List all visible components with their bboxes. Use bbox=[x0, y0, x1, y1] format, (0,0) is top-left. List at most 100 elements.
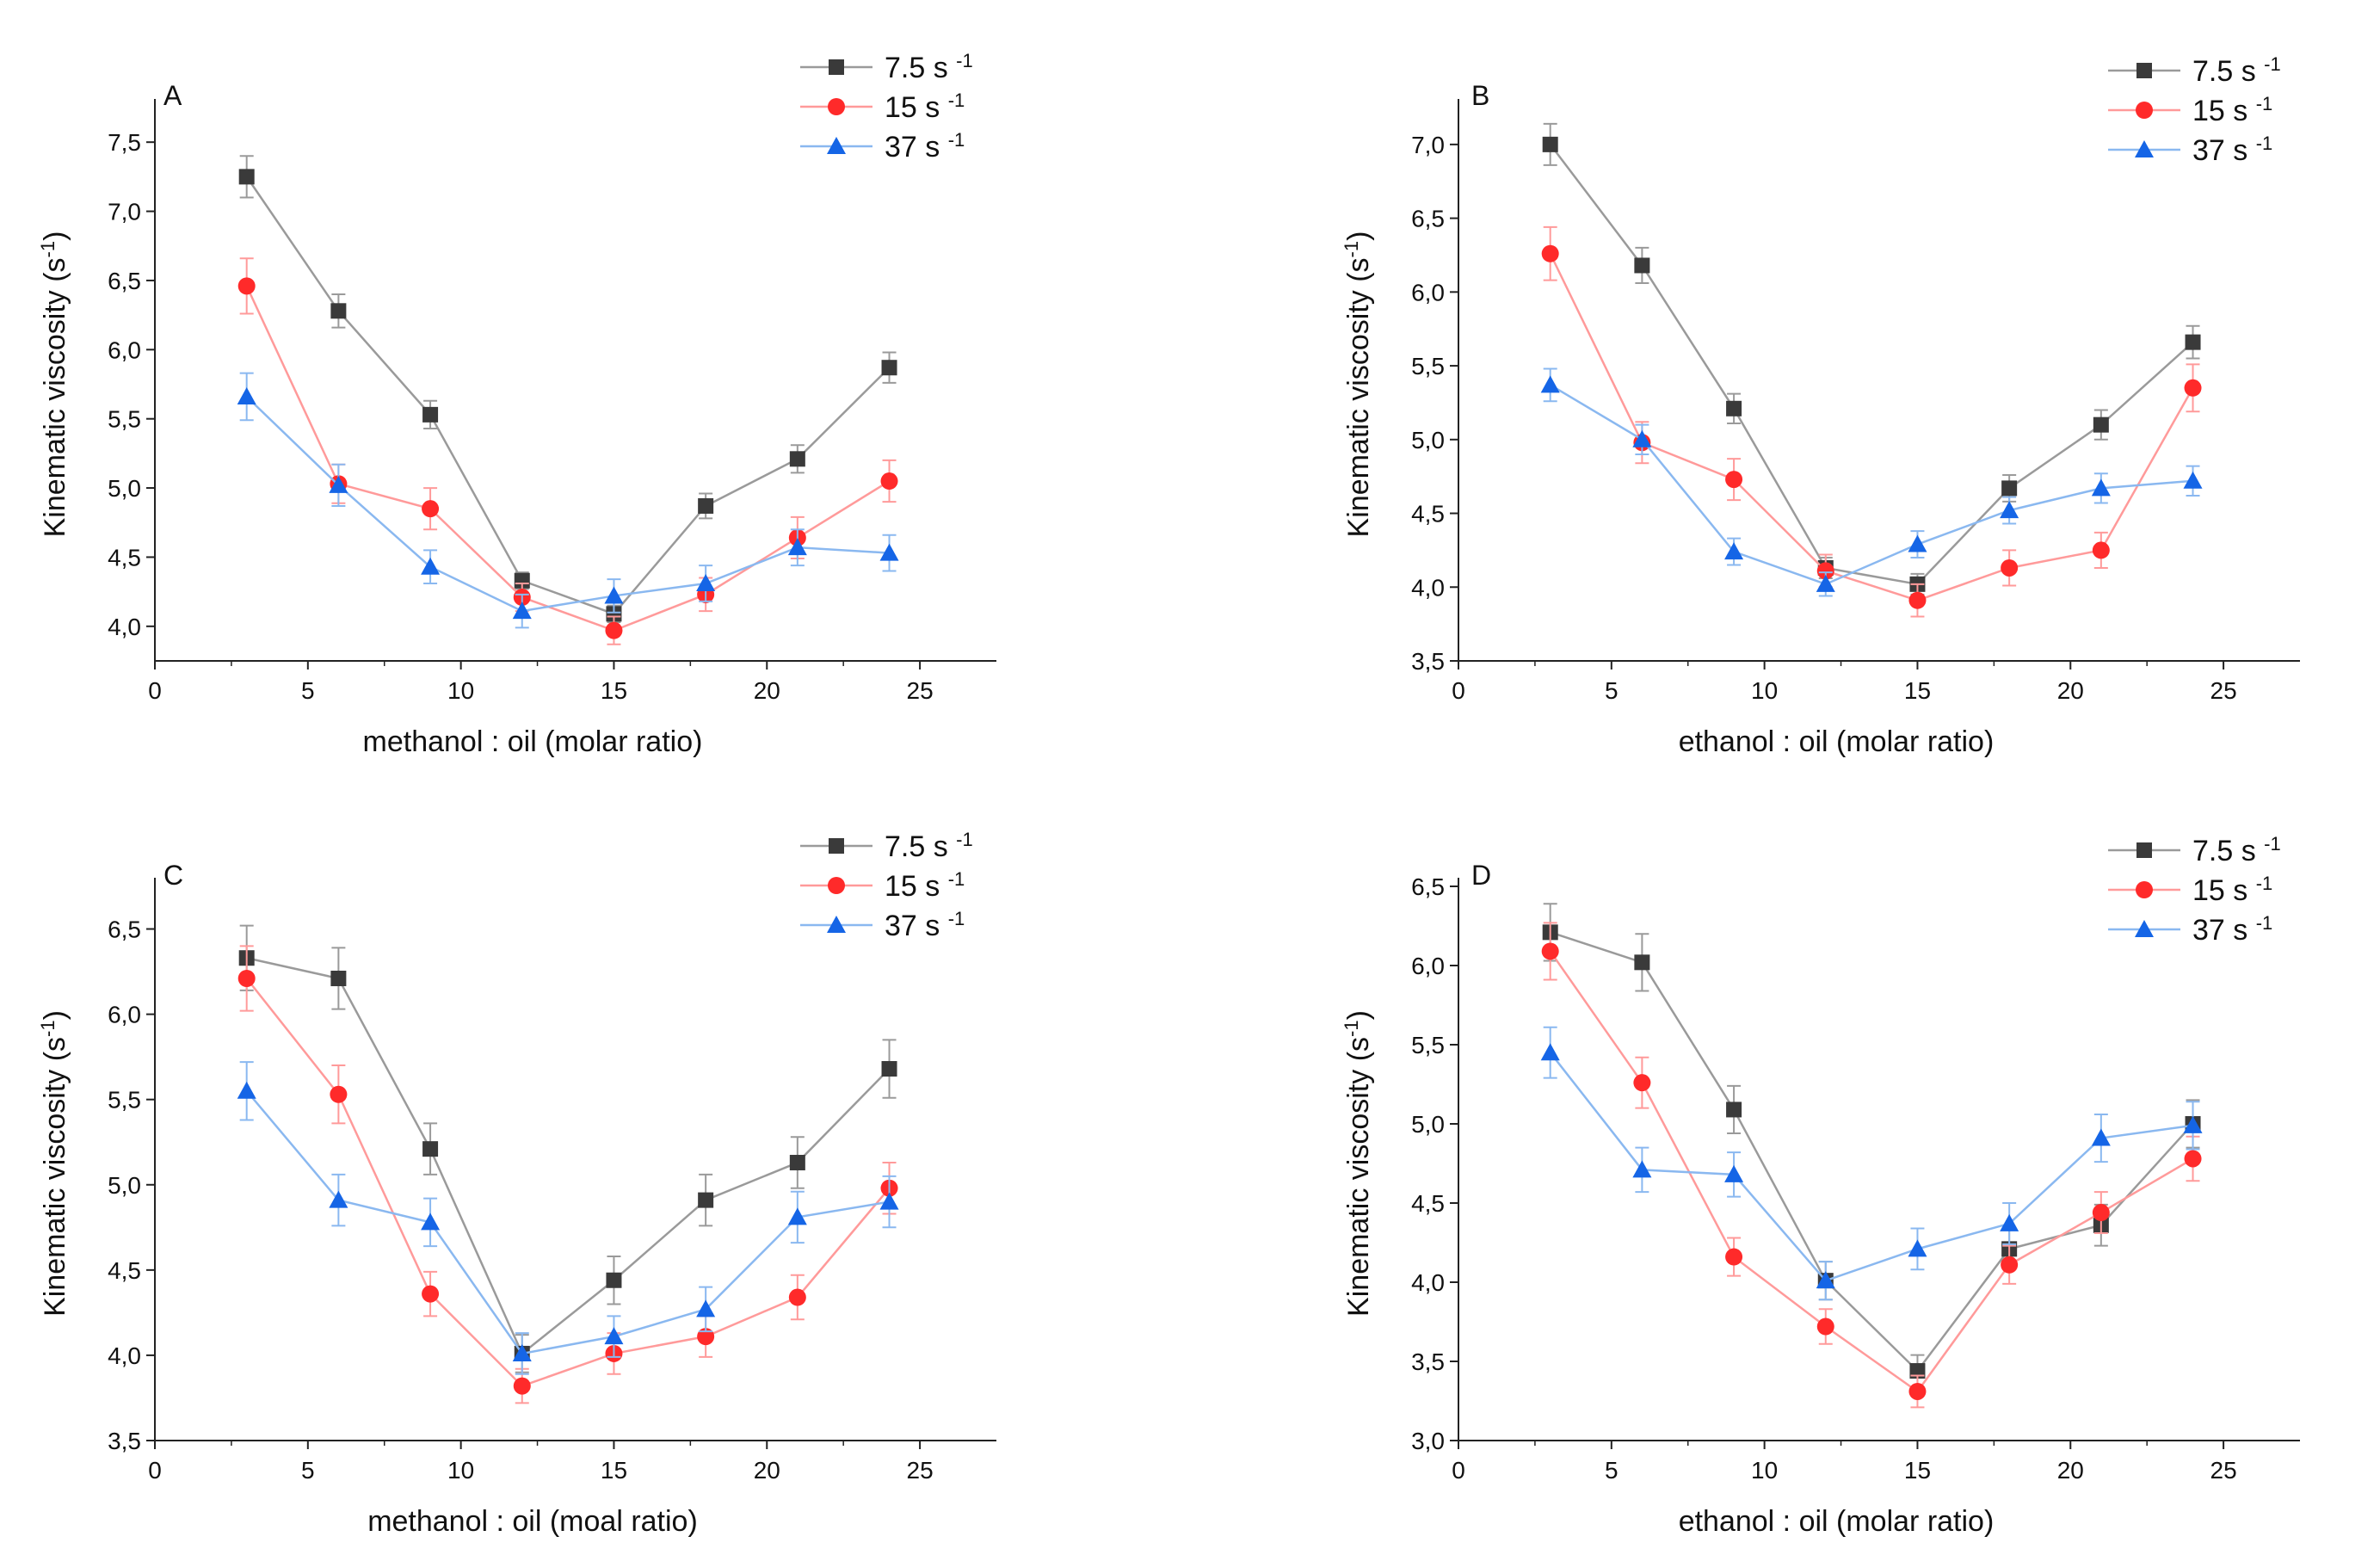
data-point bbox=[789, 1155, 805, 1171]
data-point bbox=[1632, 429, 1652, 447]
data-point bbox=[1726, 1101, 1742, 1118]
data-point bbox=[787, 538, 807, 556]
legend: 7.5 s -1 15 s -1 37 s -1 bbox=[800, 50, 973, 164]
data-point bbox=[1541, 942, 1559, 960]
data-point bbox=[696, 1299, 716, 1317]
data-point bbox=[421, 557, 441, 575]
data-point bbox=[698, 497, 714, 514]
data-point bbox=[237, 386, 256, 404]
series-line bbox=[1549, 144, 2194, 586]
data-point bbox=[329, 475, 348, 493]
y-tick-label: 4,5 bbox=[1411, 1190, 1445, 1217]
series-line bbox=[1549, 1052, 2193, 1282]
data-point bbox=[1908, 591, 1927, 609]
x-tick-label: 5 bbox=[301, 1457, 315, 1484]
data-point bbox=[1908, 534, 1927, 552]
y-axis-title: Kinematic viscosity (s-1) bbox=[37, 231, 71, 538]
legend-marker bbox=[2136, 842, 2152, 858]
data-point bbox=[514, 572, 530, 589]
legend-marker bbox=[2136, 102, 2153, 119]
y-tick-label: 5,5 bbox=[108, 1087, 141, 1114]
data-point bbox=[237, 277, 256, 295]
x-tick-label: 5 bbox=[1605, 1457, 1619, 1484]
x-tick-label: 5 bbox=[301, 677, 315, 704]
series-3 bbox=[1540, 1026, 2203, 1301]
series-3 bbox=[237, 1061, 899, 1375]
x-tick-label: 0 bbox=[148, 1457, 162, 1484]
y-tick-label: 4,0 bbox=[108, 1342, 141, 1369]
data-point bbox=[1542, 136, 1558, 152]
data-point bbox=[788, 1288, 806, 1306]
x-tick-label: 25 bbox=[2210, 677, 2237, 704]
y-tick-label: 5,5 bbox=[1411, 353, 1445, 379]
legend-marker bbox=[2136, 63, 2152, 78]
y-tick-label: 4,5 bbox=[108, 544, 141, 571]
data-point bbox=[1816, 562, 1834, 580]
x-tick-label: 5 bbox=[1605, 677, 1619, 704]
legend-marker bbox=[828, 98, 845, 115]
series-2 bbox=[1541, 922, 2202, 1409]
data-point bbox=[2092, 541, 2110, 559]
panel-label: D bbox=[1471, 860, 1491, 891]
data-point bbox=[2092, 1204, 2110, 1222]
data-point bbox=[2183, 471, 2203, 489]
data-point bbox=[422, 1285, 440, 1303]
x-tick-label: 15 bbox=[601, 677, 627, 704]
series-3 bbox=[237, 372, 899, 629]
data-point bbox=[237, 1081, 256, 1099]
series-line bbox=[1549, 950, 2194, 1393]
legend-label: 7.5 s -1 bbox=[2192, 833, 2281, 867]
data-point bbox=[2185, 334, 2201, 350]
data-point bbox=[605, 621, 623, 639]
data-point bbox=[604, 586, 624, 604]
series-line bbox=[1550, 931, 2194, 1373]
data-point bbox=[787, 1207, 807, 1225]
data-point bbox=[422, 500, 440, 518]
data-point bbox=[2001, 480, 2018, 497]
data-point bbox=[789, 451, 805, 467]
data-point bbox=[512, 602, 532, 620]
data-point bbox=[238, 169, 255, 185]
legend-marker bbox=[827, 137, 846, 154]
y-axis-title: Kinematic viscosity (s-1) bbox=[1341, 1010, 1375, 1317]
data-point bbox=[1816, 1271, 1835, 1289]
data-point bbox=[1726, 400, 1742, 417]
x-tick-label: 25 bbox=[907, 1457, 934, 1484]
y-tick-label: 3,5 bbox=[1411, 648, 1445, 675]
data-point bbox=[1725, 1248, 1743, 1266]
y-tick-label: 6,5 bbox=[108, 268, 141, 294]
legend-marker bbox=[829, 59, 844, 75]
data-point bbox=[698, 1192, 714, 1208]
x-tick-label: 0 bbox=[1452, 677, 1465, 704]
legend-label: 7.5 s -1 bbox=[885, 50, 973, 84]
data-point bbox=[330, 1085, 348, 1103]
data-point bbox=[237, 970, 256, 988]
legend: 7.5 s -1 15 s -1 37 s -1 bbox=[2108, 53, 2281, 167]
y-tick-label: 4,0 bbox=[108, 614, 141, 640]
data-point bbox=[881, 1061, 897, 1077]
x-tick-label: 10 bbox=[447, 677, 474, 704]
y-tick-label: 4,5 bbox=[108, 1257, 141, 1284]
series-1 bbox=[238, 155, 897, 623]
y-tick-label: 3,5 bbox=[108, 1428, 141, 1454]
x-tick-label: 25 bbox=[2210, 1457, 2237, 1484]
legend-label: 37 s -1 bbox=[885, 129, 965, 164]
data-point bbox=[1632, 1160, 1652, 1178]
data-point bbox=[330, 303, 347, 319]
legend-label: 37 s -1 bbox=[885, 908, 965, 942]
series-line bbox=[246, 957, 891, 1355]
data-point bbox=[1724, 1164, 1744, 1182]
data-point bbox=[880, 472, 898, 491]
series-line bbox=[245, 176, 891, 615]
chart-panel-d: 0 5 10 15 20 25 3,0 3,5 4,0 4,5 5,0 5,5 6,0 6,5 ethano… bbox=[1341, 833, 2300, 1538]
y-tick-label: 4,5 bbox=[1411, 501, 1445, 528]
x-tick-label: 0 bbox=[148, 677, 162, 704]
chart-panel-c: 0 5 10 15 20 25 3,5 4,0 4,5 5,0 5,5 6,0 6,5 methanol … bbox=[37, 829, 996, 1538]
data-point bbox=[2000, 501, 2019, 519]
x-tick-label: 20 bbox=[754, 677, 780, 704]
legend-label: 15 s -1 bbox=[2192, 873, 2272, 907]
x-tick-label: 20 bbox=[2057, 1457, 2084, 1484]
legend-marker bbox=[2136, 881, 2153, 898]
x-axis-title: methanol : oil (moal ratio) bbox=[367, 1505, 698, 1538]
data-point bbox=[2001, 1256, 2019, 1274]
